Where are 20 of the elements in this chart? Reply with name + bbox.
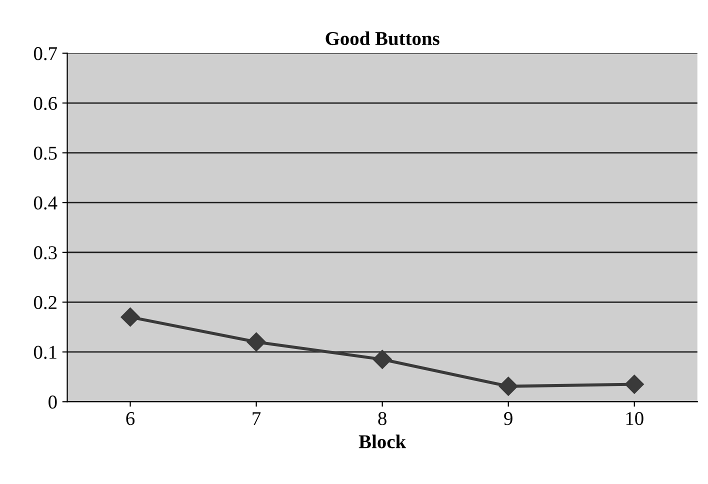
x-tick-label: 9 [504, 412, 512, 426]
x-tick-label: 6 [126, 412, 135, 426]
x-tick-label: 8 [378, 412, 386, 426]
point [624, 374, 644, 394]
x-axis-title: Block [358, 434, 406, 448]
point [246, 332, 266, 352]
y-tick-label: 0.5 [34, 146, 57, 160]
y-tick-label: 0.6 [34, 96, 57, 110]
y-tick-label: 0.1 [34, 346, 56, 359]
y-tick-label: 0.7 [34, 47, 57, 60]
y-tick-label: 0.4 [34, 196, 58, 210]
y-tick-label: 0.3 [34, 246, 57, 260]
x-tick-label: 7 [252, 412, 261, 425]
x-tick-label: 10 [626, 412, 644, 426]
point [372, 350, 392, 369]
y-tick-label: 0.2 [34, 296, 56, 310]
y-tick-label: 0 [48, 396, 57, 409]
point [498, 376, 518, 396]
point [120, 308, 140, 327]
chart-title: Good Buttons [326, 31, 440, 46]
